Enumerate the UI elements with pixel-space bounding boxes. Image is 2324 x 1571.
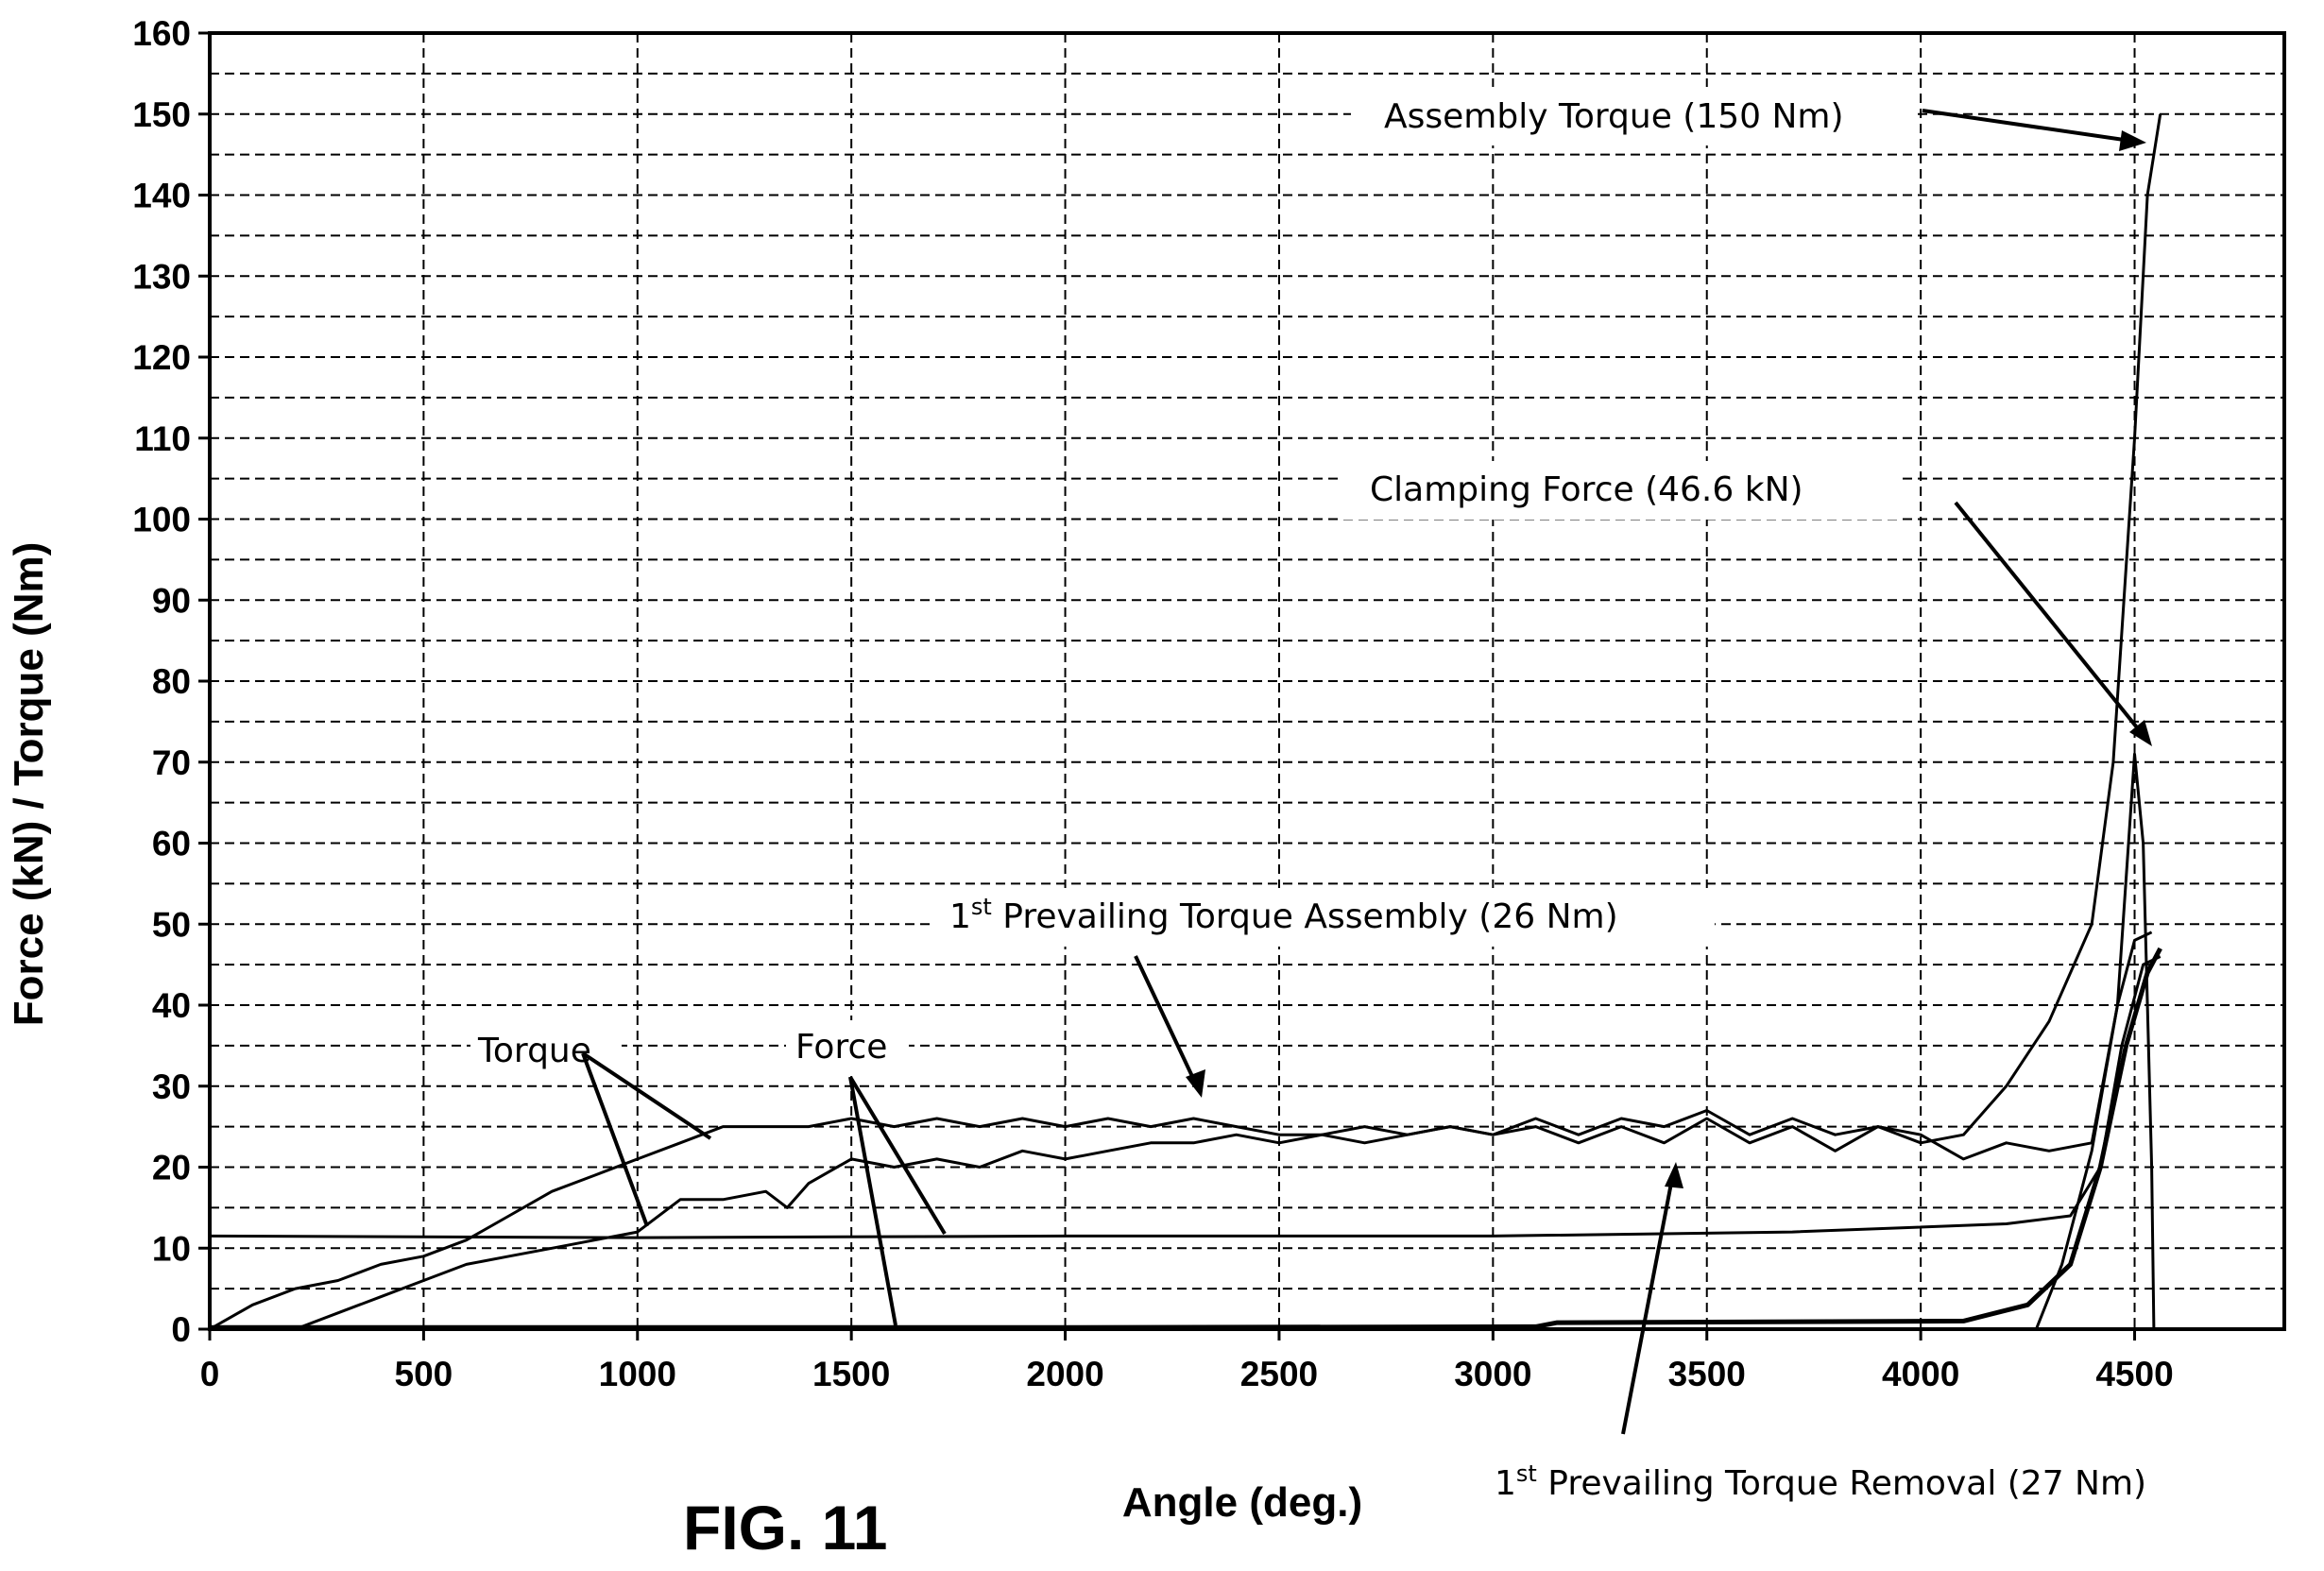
x-tick-label: 4000 [1882,1355,1959,1393]
annotation-prevailing-removal: 1st Prevailing Torque Removal (27 Nm) [1495,1460,2146,1503]
y-axis-ticks: 0 10 20 30 40 50 60 70 80 90 100 110 120 130 140 150 160 [132,14,210,1349]
annotation-assembly-torque: Assembly Torque (150 Nm) [1384,97,1844,136]
arrow-prevailing-removal [1621,1172,1675,1435]
x-tick-label: 1500 [812,1355,890,1393]
x-tick-label: 3000 [1454,1355,1531,1393]
x-tick-label: 2000 [1026,1355,1103,1393]
annotation-bg-torque [470,1023,622,1078]
y-tick-label: 120 [132,338,191,377]
annotations: Assembly Torque (150 Nm) Clamping Force … [470,87,2152,1503]
arrowhead-clamping-force [2129,720,2152,746]
arrow-torque-2 [581,1052,649,1227]
arrow-torque-1 [581,1051,712,1140]
y-tick-label: 50 [152,905,191,944]
series-line-1 [295,752,2156,1331]
annotation-bg-force [786,1020,909,1075]
series-line-3 [210,947,2162,1330]
annotation-bg-clamping [1340,461,1897,520]
y-axis-label: Force (kN) / Torque (Nm) [6,542,52,1027]
y-tick-label: 150 [132,95,191,134]
arrow-assembly-torque [1922,109,2138,144]
y-tick-label: 130 [132,257,191,296]
y-tick-label: 100 [132,501,191,539]
x-tick-label: 500 [395,1355,453,1393]
y-tick-label: 40 [152,986,191,1025]
arrowhead-prevailing-assembly [1186,1069,1205,1098]
y-tick-label: 160 [132,14,191,53]
arrow-force-2 [848,1076,897,1326]
annotation-bg-assembly-prevailing [931,888,1715,947]
y-tick-label: 70 [152,743,191,782]
x-tick-label: 0 [200,1355,220,1393]
x-tick-label: 2500 [1240,1355,1318,1393]
annotation-force: Force [795,1028,887,1067]
y-tick-label: 140 [132,177,191,215]
y-tick-label: 90 [152,581,191,620]
x-tick-label: 1000 [599,1355,676,1393]
arrowhead-assembly-torque [2119,130,2146,151]
y-tick-label: 80 [152,662,191,701]
series-line-0 [209,113,2162,1331]
x-tick-label: 3500 [1668,1355,1746,1393]
annotation-bg-assembly [1351,87,1918,145]
annotation-torque: Torque [477,1032,591,1070]
x-tick-label: 4500 [2095,1355,2173,1393]
arrow-force-1 [848,1075,947,1236]
y-tick-label: 110 [134,419,191,458]
y-tick-label: 10 [152,1229,191,1268]
arrow-prevailing-assembly [1134,955,1199,1087]
arrowhead-prevailing-removal [1665,1162,1683,1188]
annotation-prevailing-assembly: 1st Prevailing Torque Assembly (26 Nm) [949,894,1618,936]
grid-lines [210,33,2284,1329]
x-axis-label: Angle (deg.) [1122,1479,1362,1526]
y-tick-label: 0 [171,1310,191,1349]
y-tick-label: 60 [152,825,191,863]
annotation-clamping-force: Clamping Force (46.6 kN) [1370,470,1803,509]
series-line-4 [2035,931,2153,1330]
figure-label: FIG. 11 [683,1493,887,1562]
x-axis-ticks: 0 500 1000 1500 2000 2500 3000 3500 4000 4500 [200,1329,2174,1393]
y-tick-label: 20 [152,1149,191,1187]
y-tick-label: 30 [152,1067,191,1106]
data-series [209,113,2162,1331]
arrow-clamping-force [1954,501,2146,739]
series-line-2 [209,955,2162,1239]
